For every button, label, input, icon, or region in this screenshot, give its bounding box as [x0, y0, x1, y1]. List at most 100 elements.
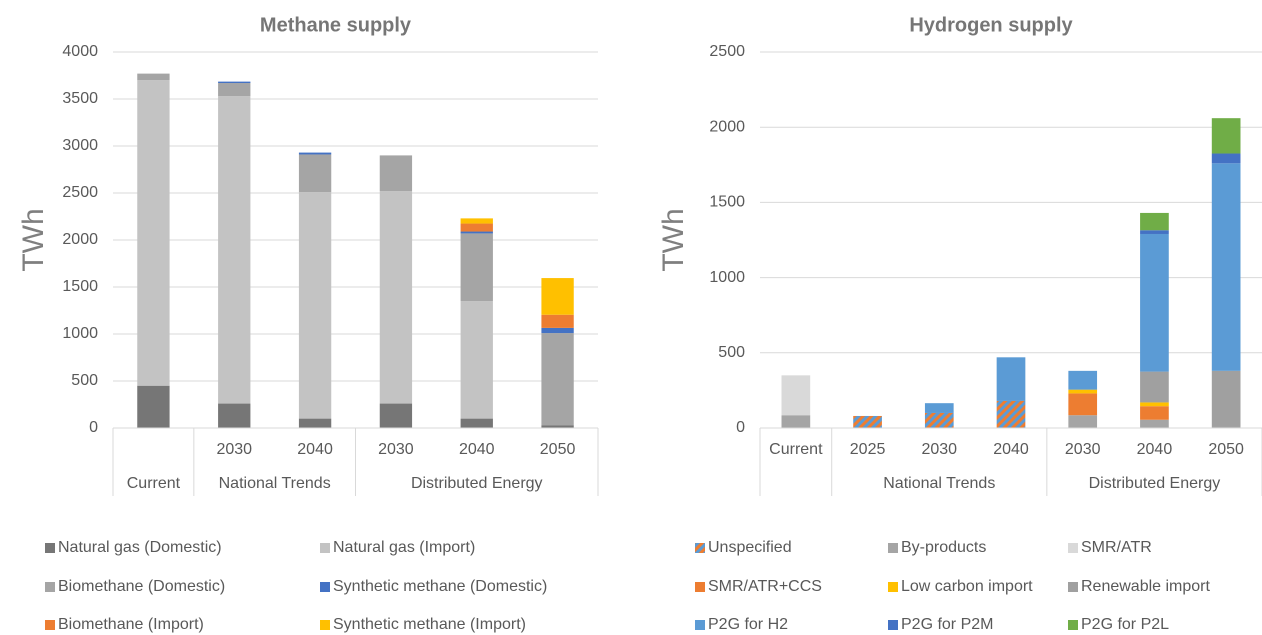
legend-label: Biomethane (Import) — [58, 616, 204, 633]
y-tick-label: 1000 — [709, 269, 745, 286]
y-tick-label: 500 — [71, 372, 98, 389]
bar-segment — [379, 403, 413, 428]
bar-segment — [924, 403, 954, 413]
legend-label: P2G for P2M — [901, 616, 993, 633]
bar-segment — [137, 80, 170, 386]
bar-segment — [1140, 402, 1169, 407]
legend-swatch — [888, 582, 898, 592]
bar-segment — [1211, 118, 1241, 154]
bar-segment — [1140, 406, 1169, 420]
y-axis-label: TWh — [17, 208, 50, 271]
x-tick-label: 2040 — [993, 441, 1029, 458]
bar-segment — [379, 155, 413, 192]
legend-swatch — [45, 620, 55, 630]
bar-segment — [298, 418, 332, 428]
bar-segment — [541, 314, 574, 328]
group-label: National Trends — [883, 475, 995, 492]
bar-segment — [996, 400, 1026, 428]
bar-segment — [1068, 389, 1098, 394]
legend-label: SMR/ATR — [1081, 539, 1152, 556]
bar-segment — [460, 301, 493, 419]
legend-label: Unspecified — [708, 539, 792, 556]
legend-swatch — [320, 620, 330, 630]
chart-title: Methane supply — [260, 14, 412, 36]
x-tick-label: Current — [769, 441, 823, 458]
bar-segment — [460, 223, 493, 232]
bar-segment — [379, 191, 413, 404]
legend-swatch — [45, 543, 55, 553]
legend-label: Biomethane (Domestic) — [58, 578, 225, 595]
legend-swatch — [695, 620, 705, 630]
bar-segment — [1211, 370, 1241, 427]
legend-label: Synthetic methane (Domestic) — [333, 578, 547, 595]
y-tick-label: 2500 — [709, 43, 745, 60]
y-tick-label: 3000 — [62, 137, 98, 154]
legend-label: Synthetic methane (Import) — [333, 616, 526, 633]
x-tick-label: 2030 — [378, 441, 414, 458]
bar-segment — [1068, 370, 1098, 390]
x-tick-label: 2040 — [459, 441, 495, 458]
bar-segment — [541, 327, 574, 334]
legend-swatch — [45, 582, 55, 592]
bar-segment — [1140, 419, 1169, 428]
bar-segment — [853, 415, 882, 428]
bar-segment — [541, 425, 574, 428]
legend-label: P2G for P2L — [1081, 616, 1169, 633]
legend-label: By-products — [901, 539, 986, 556]
x-tick-label: 2040 — [1137, 441, 1173, 458]
legend-label: Natural gas (Import) — [333, 539, 475, 556]
y-tick-label: 1500 — [62, 278, 98, 295]
bar-segment — [1140, 233, 1169, 372]
y-tick-label: 1500 — [709, 194, 745, 211]
bar-segment — [1140, 371, 1169, 403]
bar-segment — [298, 152, 332, 155]
legend-swatch — [888, 620, 898, 630]
bar-segment — [996, 357, 1026, 401]
y-tick-label: 0 — [89, 419, 98, 436]
group-label: Distributed Energy — [1089, 475, 1221, 492]
y-tick-label: 2000 — [62, 231, 98, 248]
bar-segment — [218, 81, 251, 84]
bar-segment — [1211, 153, 1241, 164]
bar-segment — [298, 192, 332, 419]
bar-segment — [218, 403, 251, 428]
legend-swatch — [320, 582, 330, 592]
bar-segment — [460, 231, 493, 234]
group-label: Distributed Energy — [411, 475, 543, 492]
legend-swatch — [1068, 582, 1078, 592]
y-tick-label: 4000 — [62, 43, 98, 60]
legend-swatch — [320, 543, 330, 553]
legend-label: Renewable import — [1081, 578, 1211, 595]
y-tick-label: 500 — [718, 344, 745, 361]
bar-segment — [298, 154, 332, 193]
x-tick-label: 2025 — [850, 441, 886, 458]
legend-label: Low carbon import — [901, 578, 1033, 595]
legend-swatch — [1068, 543, 1078, 553]
y-tick-label: 2500 — [62, 184, 98, 201]
chart-title: Hydrogen supply — [909, 14, 1073, 36]
bar-segment — [460, 418, 493, 428]
legend-label: P2G for H2 — [708, 616, 788, 633]
y-axis-label: TWh — [657, 208, 690, 271]
legend-swatch — [888, 543, 898, 553]
legend-label: Natural gas (Domestic) — [58, 539, 222, 556]
bar-segment — [1068, 415, 1098, 428]
x-tick-label: 2030 — [921, 441, 957, 458]
bar-segment — [137, 385, 170, 428]
legend-swatch — [1068, 620, 1078, 630]
x-tick-label: 2030 — [1065, 441, 1101, 458]
x-tick-label: 2050 — [540, 441, 576, 458]
bar-segment — [137, 73, 170, 81]
bar-segment — [1140, 230, 1169, 234]
legend-label: SMR/ATR+CCS — [708, 578, 822, 595]
x-tick-label: 2030 — [216, 441, 252, 458]
legend-swatch — [695, 582, 705, 592]
bar-segment — [218, 96, 251, 404]
y-tick-label: 3500 — [62, 90, 98, 107]
bar-segment — [541, 278, 574, 315]
bar-segment — [781, 375, 811, 416]
y-tick-label: 0 — [736, 419, 745, 436]
y-tick-label: 2000 — [709, 118, 745, 135]
bar-segment — [460, 233, 493, 302]
